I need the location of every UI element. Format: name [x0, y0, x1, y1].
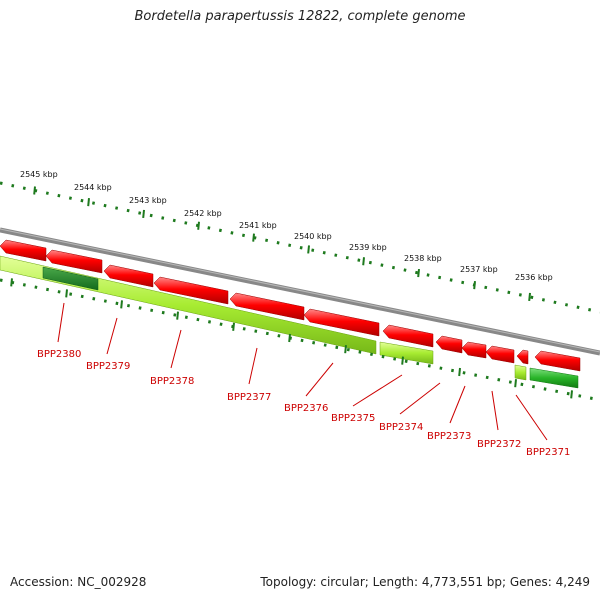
reverse-gene-small[interactable] [514, 364, 527, 381]
gene-bpp2377[interactable] [153, 276, 229, 305]
major-tick [288, 333, 291, 343]
reverse-gene-short[interactable] [379, 341, 434, 365]
map-title: Bordetella parapertussis 12822, complete… [134, 9, 466, 24]
scale-label: 2536 kbp [515, 273, 553, 282]
inner-scale-dots [0, 278, 600, 402]
major-tick [10, 278, 13, 287]
gene-leader-line [170, 329, 182, 369]
major-tick [528, 292, 531, 302]
outer-scale-dots [0, 181, 600, 314]
major-tick [197, 221, 200, 230]
gene-bpp2372a[interactable] [461, 341, 487, 359]
gene-leader-line [515, 394, 548, 441]
major-tick [362, 257, 365, 266]
gene-label[interactable]: BPP2374 [379, 422, 423, 433]
scale-label: 2541 kbp [239, 221, 277, 230]
major-tick [473, 281, 476, 290]
reverse-gene-dark-segment[interactable] [42, 266, 99, 291]
scale-labels: 2545 kbp 2544 kbp 2543 kbp 2542 kbp 2541 kbp… [20, 170, 553, 282]
scale-label: 2543 kbp [129, 196, 167, 205]
major-tick [65, 289, 68, 298]
major-tick [514, 379, 517, 388]
scale-label: 2540 kbp [294, 232, 332, 241]
backbone-highlight [0, 228, 600, 353]
major-tick [232, 322, 235, 331]
major-tick [417, 268, 420, 278]
gene-leader-line [57, 302, 65, 343]
gene-label[interactable]: BPP2378 [150, 376, 194, 387]
gene-label[interactable]: BPP2376 [284, 403, 328, 414]
gene-labels: BPP2380BPP2379BPP2378BPP2377BPP2376BPP23… [37, 302, 570, 458]
gene-label[interactable]: BPP2379 [86, 361, 130, 372]
gene-bpp2371b[interactable] [534, 350, 581, 372]
gene-bpp2380[interactable] [0, 239, 47, 262]
reverse-gene-green[interactable] [529, 367, 579, 389]
gene-label[interactable]: BPP2373 [427, 431, 471, 442]
gene-bpp2378[interactable] [103, 264, 154, 288]
major-tick [344, 345, 347, 354]
major-tick [458, 367, 461, 377]
major-tick [176, 311, 179, 320]
gene-bpp2373[interactable] [435, 335, 463, 354]
gene-bpp2372b[interactable] [485, 345, 515, 364]
gene-label[interactable]: BPP2380 [37, 349, 81, 360]
gene-leader-line [449, 385, 466, 424]
outer-scale-ticks [0, 181, 600, 314]
major-tick [401, 356, 404, 365]
major-tick [142, 209, 145, 219]
gene-label[interactable]: BPP2375 [331, 413, 375, 424]
major-tick [120, 300, 123, 309]
scale-label: 2544 kbp [74, 183, 112, 192]
gene-label[interactable]: BPP2371 [526, 447, 570, 458]
backbone [0, 227, 600, 356]
gene-label[interactable]: BPP2372 [477, 439, 521, 450]
major-tick [33, 186, 36, 195]
gene-bpp2376[interactable] [229, 292, 305, 321]
gene-leader-line [352, 374, 403, 407]
gene-leader-line [399, 382, 441, 415]
scale-label: 2539 kbp [349, 243, 387, 252]
inner-scale-ticks [0, 278, 600, 402]
major-tick [252, 233, 255, 242]
gene-leader-line [491, 390, 499, 431]
reverse-genes [0, 255, 579, 389]
gene-leader-line [248, 347, 258, 385]
gene-bpp2374[interactable] [382, 324, 434, 348]
forward-genes [0, 239, 581, 372]
scale-label: 2537 kbp [460, 265, 498, 274]
gene-bpp2371a[interactable] [516, 349, 529, 365]
major-tick [570, 390, 573, 399]
scale-label: 2542 kbp [184, 209, 222, 218]
gene-leader-line [106, 317, 118, 355]
major-tick [307, 245, 310, 254]
accession-label: Accession: NC_002928 [10, 575, 147, 589]
gene-label[interactable]: BPP2377 [227, 392, 271, 403]
scale-label: 2538 kbp [404, 254, 442, 263]
gene-leader-line [305, 362, 334, 397]
gene-bpp2375[interactable] [303, 308, 380, 337]
genome-summary: Topology: circular; Length: 4,773,551 bp… [260, 575, 590, 589]
gene-bpp2379[interactable] [45, 249, 103, 274]
scale-label: 2545 kbp [20, 170, 58, 179]
major-tick [87, 198, 90, 207]
